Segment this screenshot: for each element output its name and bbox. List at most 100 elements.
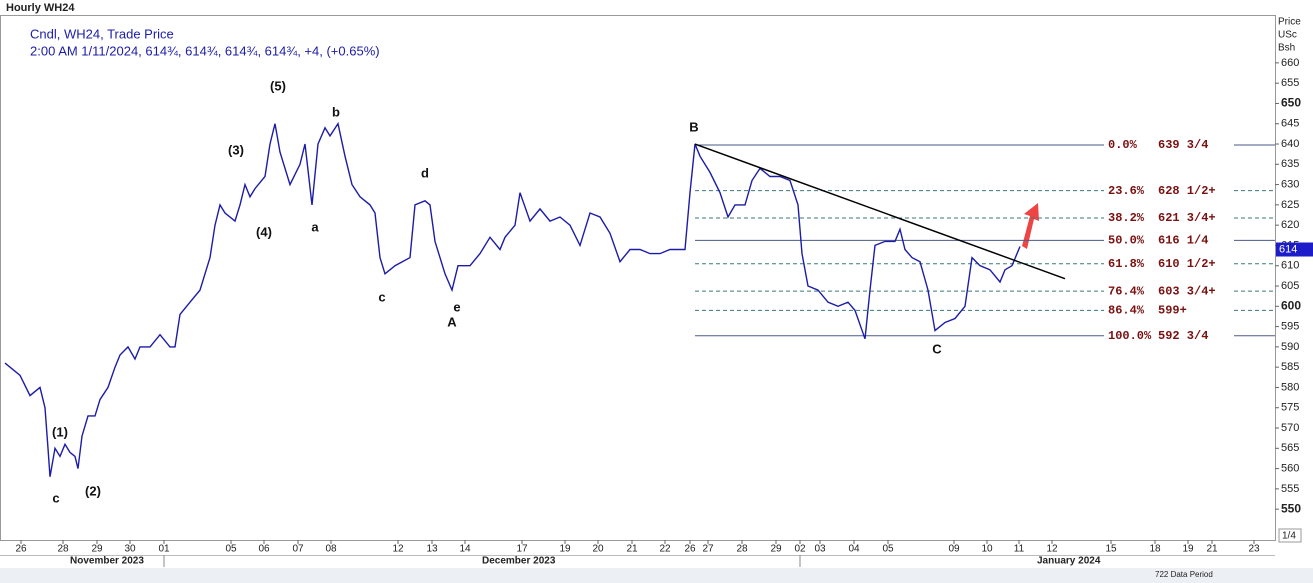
y-tick-label: 600 xyxy=(1281,298,1301,312)
fib-label: 0.0% xyxy=(1108,138,1138,152)
x-tick-label: 26 xyxy=(684,544,696,555)
x-tick-label: 20 xyxy=(592,544,604,555)
y-tick-label: 575 xyxy=(1281,402,1299,414)
wave-label: (2) xyxy=(85,483,101,498)
x-tick-label: 30 xyxy=(124,544,136,555)
x-tick-label: 02 xyxy=(794,544,806,555)
x-tick-label: 23 xyxy=(1248,544,1260,555)
x-tick-label: 10 xyxy=(981,544,993,555)
fib-value-label: 639 3/4 xyxy=(1158,138,1208,152)
month-label: January 2024 xyxy=(1037,556,1101,567)
x-tick-label: 04 xyxy=(848,544,860,555)
month-label: December 2023 xyxy=(482,556,556,567)
y-tick-label: 585 xyxy=(1281,361,1299,373)
wave-label: a xyxy=(311,219,319,234)
x-tick-label: 27 xyxy=(702,544,714,555)
footer: 722 Data Period xyxy=(1155,570,1213,579)
x-tick-label: 06 xyxy=(258,544,270,555)
fib-label-bg xyxy=(1104,183,1234,198)
fib-label: 50.0% xyxy=(1108,234,1145,248)
x-tick-label: 26 xyxy=(15,544,27,555)
x-tick-label: 28 xyxy=(736,544,748,555)
wave-label: b xyxy=(332,104,340,119)
wave-label: (1) xyxy=(52,424,68,439)
month-label: November 2023 xyxy=(70,556,144,567)
x-tick-label: 18 xyxy=(1149,544,1161,555)
y-tick-label: 580 xyxy=(1281,381,1299,393)
fib-value-label: 603 3/4+ xyxy=(1158,284,1216,298)
y-tick-label: 610 xyxy=(1281,260,1299,272)
x-tick-label: 21 xyxy=(626,544,638,555)
fib-value-label: 621 3/4+ xyxy=(1158,211,1216,225)
wave-label: e xyxy=(453,299,460,314)
y-tick-label: 650 xyxy=(1281,96,1301,110)
fib-label: 23.6% xyxy=(1108,184,1145,198)
page-number[interactable]: 1/4 xyxy=(1282,531,1296,542)
page-box[interactable] xyxy=(1278,528,1302,543)
trendline xyxy=(694,143,1066,280)
status-bar xyxy=(0,568,1313,583)
x-tick-label: 22 xyxy=(659,544,671,555)
chart-title: Hourly WH24 xyxy=(6,2,75,14)
fib-label-bg xyxy=(1104,233,1234,248)
y-tick-label: 635 xyxy=(1281,158,1299,170)
x-tick-label: 11 xyxy=(1014,544,1025,555)
plot-frame xyxy=(0,15,1276,541)
wave-label: c xyxy=(378,289,385,304)
fib-label-bg xyxy=(1104,284,1234,299)
fib-value-label: 592 3/4 xyxy=(1158,329,1208,343)
y-tick-label: 655 xyxy=(1281,77,1299,89)
x-tick-label: 29 xyxy=(770,544,782,555)
x-tick-label: 05 xyxy=(882,544,894,555)
y-tick-label: 645 xyxy=(1281,118,1299,130)
wave-label: (3) xyxy=(228,142,244,157)
x-tick-label: 13 xyxy=(426,544,438,555)
x-tick-label: 14 xyxy=(459,544,471,555)
x-tick-label: 05 xyxy=(225,544,237,555)
y-tick-label: 570 xyxy=(1281,422,1299,434)
fib-value-label: 616 1/4 xyxy=(1158,234,1208,248)
y-tick-label: 595 xyxy=(1281,320,1299,332)
wave-label: B xyxy=(689,119,698,134)
x-tick-label: 29 xyxy=(91,544,103,555)
fib-label: 100.0% xyxy=(1108,329,1152,343)
axis-title: Bsh xyxy=(1278,43,1295,54)
x-tick-label: 21 xyxy=(1206,544,1218,555)
fib-label: 61.8% xyxy=(1108,257,1145,271)
fib-value-label: 610 1/2+ xyxy=(1158,257,1216,271)
y-tick-label: 630 xyxy=(1281,178,1299,190)
y-tick-label: 560 xyxy=(1281,462,1299,474)
fib-label-bg xyxy=(1104,211,1234,226)
x-tick-label: 15 xyxy=(1105,544,1117,555)
wave-label: C xyxy=(932,341,942,356)
x-tick-label: 08 xyxy=(325,544,337,555)
wave-label: (5) xyxy=(270,78,286,93)
x-tick-label: 19 xyxy=(559,544,571,555)
fib-value-label: 599+ xyxy=(1158,304,1187,318)
axis-title: Price xyxy=(1278,17,1301,28)
x-tick-label: 17 xyxy=(516,544,528,555)
legend-line: Cndl, WH24, Trade Price xyxy=(30,26,174,41)
x-tick-label: 12 xyxy=(1046,544,1058,555)
x-tick-label: 09 xyxy=(948,544,960,555)
y-tick-label: 640 xyxy=(1281,138,1299,150)
x-tick-label: 07 xyxy=(292,544,304,555)
wave-label: A xyxy=(447,314,457,329)
fib-label-bg xyxy=(1104,256,1234,271)
fib-label-bg xyxy=(1104,303,1234,318)
y-tick-label: 605 xyxy=(1281,280,1299,292)
wave-label: (4) xyxy=(256,224,272,239)
y-tick-label: 620 xyxy=(1281,219,1299,231)
y-tick-label: 565 xyxy=(1281,442,1299,454)
y-tick-label: 555 xyxy=(1281,483,1299,495)
arrow xyxy=(1022,203,1039,249)
fib-value-label: 628 1/2+ xyxy=(1158,184,1216,198)
y-tick-label: 590 xyxy=(1281,341,1299,353)
price-marker-label: 614 xyxy=(1279,243,1297,255)
axis-title: USc xyxy=(1278,30,1297,41)
fib-label-bg xyxy=(1104,138,1234,153)
y-tick-label: 550 xyxy=(1281,501,1301,515)
wave-label: c xyxy=(52,490,59,505)
y-tick-label: 625 xyxy=(1281,199,1299,211)
